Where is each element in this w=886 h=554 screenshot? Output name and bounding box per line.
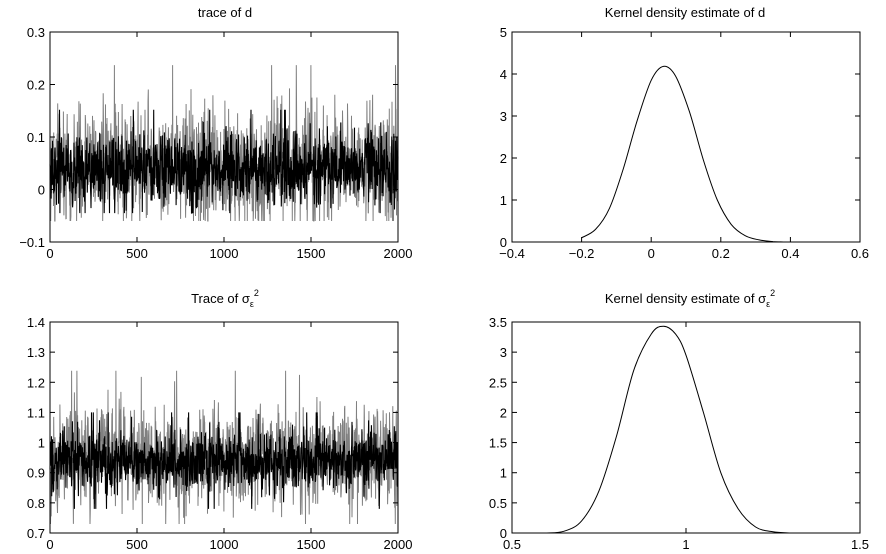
density-curve (582, 66, 784, 242)
panel-trace-of-sigma: Trace of σε2 0 500 1000 1500 2000 0.7 0.8 0.9 1 1… (27, 288, 413, 552)
x-tick-label: 1000 (210, 246, 239, 261)
y-tick-label: 0 (500, 526, 507, 541)
panel-title: trace of d (198, 5, 252, 20)
y-tick-label: 2 (500, 151, 507, 166)
x-tick-label: 1.5 (851, 537, 869, 552)
panel-kde-of-sigma: Kernel density estimate of σε2 0.5 1 1.500… (489, 288, 869, 552)
y-tick-label: 2.5 (489, 375, 507, 390)
title-superscript: 2 (770, 288, 775, 298)
y-tick-label: 0.5 (489, 496, 507, 511)
series-layer (582, 66, 784, 242)
x-tick-label: 2000 (384, 537, 413, 552)
y-tick-label: 0 (38, 183, 45, 198)
y-tick-label: 0.2 (27, 78, 45, 93)
y-tick-label: 1 (500, 193, 507, 208)
y-tick-label: 3 (500, 109, 507, 124)
x-tick-label: 0 (46, 537, 53, 552)
panel-kde-of-d: Kernel density estimate of d −0.4 −0.2 0 0.… (499, 5, 869, 261)
title-main: Kernel density estimate of d (605, 5, 765, 20)
series-layer (50, 371, 398, 524)
x-tick-label: 1500 (297, 537, 326, 552)
plot-frame (512, 32, 860, 242)
x-tick-label: 1000 (210, 537, 239, 552)
title-superscript: 2 (254, 288, 259, 298)
y-tick-label: 1 (38, 436, 45, 451)
y-tick-label: 1.3 (27, 345, 45, 360)
x-tick-label: 500 (126, 246, 148, 261)
y-tick-label: 0 (500, 235, 507, 250)
panel-title: Trace of σε2 (191, 288, 259, 309)
tick-layer: 0.5 1 1.500.511.522.533.5 (489, 315, 869, 552)
y-tick-label: 0.8 (27, 496, 45, 511)
y-tick-label: 1.2 (27, 375, 45, 390)
x-tick-label: 1 (682, 537, 689, 552)
y-tick-label: 0.3 (27, 25, 45, 40)
x-tick-label: 0.4 (781, 246, 799, 261)
y-tick-label: 4 (500, 67, 507, 82)
x-tick-label: −0.2 (569, 246, 595, 261)
y-tick-label: 5 (500, 25, 507, 40)
y-tick-label: 0.7 (27, 526, 45, 541)
y-tick-label: 0.9 (27, 466, 45, 481)
y-tick-label: 1.5 (489, 436, 507, 451)
y-tick-label: 1.1 (27, 405, 45, 420)
x-tick-label: 1500 (297, 246, 326, 261)
y-tick-label: −0.1 (19, 235, 45, 250)
y-tick-label: 0.1 (27, 130, 45, 145)
plot-frame (512, 322, 860, 533)
title-main: trace of d (198, 5, 252, 20)
series-layer (547, 326, 791, 533)
y-tick-label: 2 (500, 405, 507, 420)
title-main: Kernel density estimate of σ (605, 291, 766, 306)
y-tick-label: 1 (500, 466, 507, 481)
series-line-0 (50, 371, 398, 524)
x-tick-label: 2000 (384, 246, 413, 261)
density-curve (547, 326, 791, 533)
title-main: Trace of σ (191, 291, 250, 306)
y-tick-label: 3.5 (489, 315, 507, 330)
x-tick-label: 0.2 (712, 246, 730, 261)
y-tick-label: 3 (500, 345, 507, 360)
panel-trace-of-d: trace of d 0 500 1000 1500 2000−0.100.10.20.… (19, 5, 412, 261)
x-tick-label: 0 (46, 246, 53, 261)
title-subscript: ε (766, 299, 770, 309)
y-tick-label: 1.4 (27, 315, 45, 330)
x-tick-label: 500 (126, 537, 148, 552)
panel-title: Kernel density estimate of d (605, 5, 765, 20)
panel-title: Kernel density estimate of σε2 (605, 288, 775, 309)
x-tick-label: 0 (648, 246, 655, 261)
title-subscript: ε (250, 299, 254, 309)
series-layer (50, 65, 398, 221)
x-tick-label: 0.6 (851, 246, 869, 261)
